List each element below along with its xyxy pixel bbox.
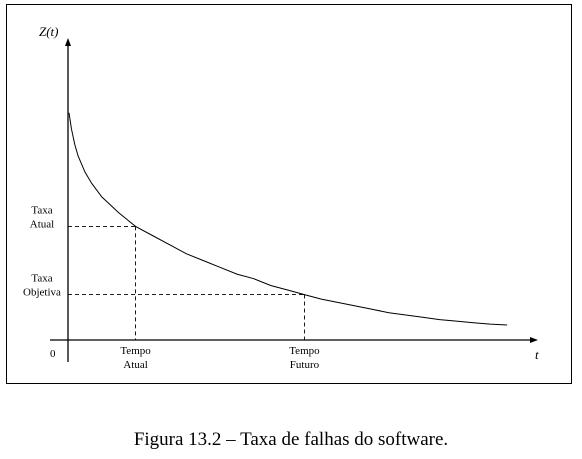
figure-caption: Figura 13.2 – Taxa de falhas do software… bbox=[133, 429, 449, 450]
figure-frame bbox=[6, 4, 572, 384]
x-axis-title: t bbox=[535, 347, 539, 362]
x-tick-label-1: Tempo Futuro bbox=[289, 345, 320, 371]
y-tick-label-1: Taxa Objetiva bbox=[23, 273, 61, 299]
y-axis-title: Z(t) bbox=[39, 24, 59, 39]
y-tick-label-0: Taxa Atual bbox=[30, 204, 54, 230]
origin-label: 0 bbox=[50, 348, 56, 360]
failure-rate-curve bbox=[68, 112, 508, 326]
x-tick-label-0: Tempo Atual bbox=[120, 345, 151, 371]
